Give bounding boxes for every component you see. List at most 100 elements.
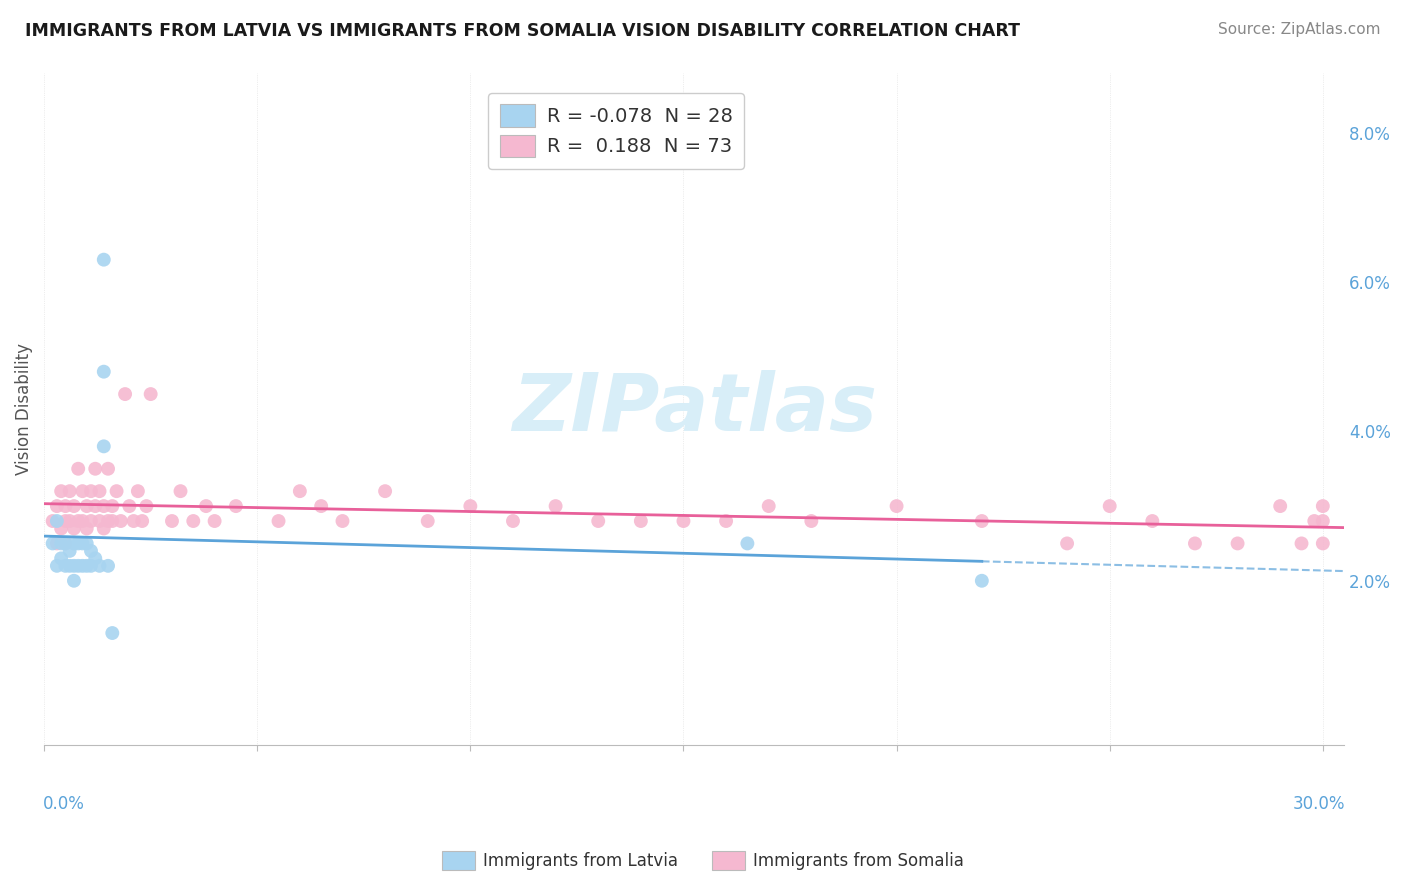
Point [800, 514, 823, 528]
Point [59, 558, 82, 573]
Point [89, 484, 111, 499]
Point [737, 536, 759, 550]
Point [63, 558, 86, 573]
Point [204, 514, 226, 528]
Point [630, 514, 652, 528]
Point [1312, 536, 1334, 550]
Point [89, 558, 111, 573]
Point [72, 484, 94, 499]
Point [55, 558, 77, 573]
Point [460, 499, 482, 513]
Point [195, 499, 218, 513]
Point [135, 499, 157, 513]
Point [131, 514, 153, 528]
Point [55, 514, 77, 528]
Point [59, 544, 82, 558]
Point [586, 514, 609, 528]
Point [49, 551, 72, 566]
Point [80, 544, 103, 558]
Point [127, 484, 149, 499]
Point [76, 558, 98, 573]
Point [160, 514, 183, 528]
Text: IMMIGRANTS FROM LATVIA VS IMMIGRANTS FROM SOMALIA VISION DISABILITY CORRELATION : IMMIGRANTS FROM LATVIA VS IMMIGRANTS FRO… [25, 22, 1021, 40]
Point [1226, 536, 1249, 550]
Point [45, 514, 67, 528]
Point [1098, 499, 1121, 513]
Point [76, 499, 98, 513]
Point [1312, 499, 1334, 513]
Point [76, 521, 98, 535]
Point [714, 514, 737, 528]
Point [1270, 499, 1292, 513]
Point [1142, 514, 1164, 528]
Point [122, 514, 145, 528]
Point [80, 514, 103, 528]
Point [89, 514, 111, 528]
Point [72, 536, 94, 550]
Point [110, 514, 132, 528]
Point [41, 514, 63, 528]
Point [332, 514, 354, 528]
Point [55, 536, 77, 550]
Point [101, 499, 124, 513]
Point [225, 499, 247, 513]
Point [45, 558, 67, 573]
Point [970, 574, 993, 588]
Point [67, 462, 90, 476]
Point [55, 536, 77, 550]
Point [1056, 536, 1078, 550]
Point [97, 514, 120, 528]
Text: Source: ZipAtlas.com: Source: ZipAtlas.com [1218, 22, 1381, 37]
Point [93, 439, 115, 453]
Point [374, 484, 396, 499]
Point [72, 514, 94, 528]
Point [49, 536, 72, 550]
Point [80, 558, 103, 573]
Point [267, 514, 290, 528]
Point [97, 558, 120, 573]
Point [101, 514, 124, 528]
Point [1184, 536, 1206, 550]
Point [970, 514, 993, 528]
Point [84, 462, 107, 476]
Point [309, 499, 332, 513]
Point [63, 536, 86, 550]
Point [416, 514, 439, 528]
Point [76, 536, 98, 550]
Point [45, 499, 67, 513]
Point [672, 514, 695, 528]
Y-axis label: Vision Disability: Vision Disability [15, 343, 32, 475]
Point [72, 558, 94, 573]
Point [84, 551, 107, 566]
Point [49, 484, 72, 499]
Legend: R = -0.078  N = 28, R =  0.188  N = 73: R = -0.078 N = 28, R = 0.188 N = 73 [488, 93, 744, 169]
Point [80, 484, 103, 499]
Point [288, 484, 311, 499]
Point [181, 514, 204, 528]
Point [59, 484, 82, 499]
Point [41, 536, 63, 550]
Point [63, 521, 86, 535]
Point [1312, 514, 1334, 528]
Point [63, 499, 86, 513]
Point [67, 536, 90, 550]
Point [93, 252, 115, 267]
Text: 30.0%: 30.0% [1294, 796, 1346, 814]
Point [139, 387, 162, 401]
Point [101, 626, 124, 640]
Point [93, 521, 115, 535]
Point [67, 514, 90, 528]
Point [63, 574, 86, 588]
Point [886, 499, 908, 513]
Point [169, 484, 191, 499]
Point [49, 521, 72, 535]
Point [59, 514, 82, 528]
Point [67, 558, 90, 573]
Point [55, 499, 77, 513]
Point [502, 514, 524, 528]
Point [84, 499, 107, 513]
Text: ZIPatlas: ZIPatlas [512, 370, 876, 448]
Point [114, 387, 136, 401]
Point [1291, 536, 1313, 550]
Point [105, 484, 128, 499]
